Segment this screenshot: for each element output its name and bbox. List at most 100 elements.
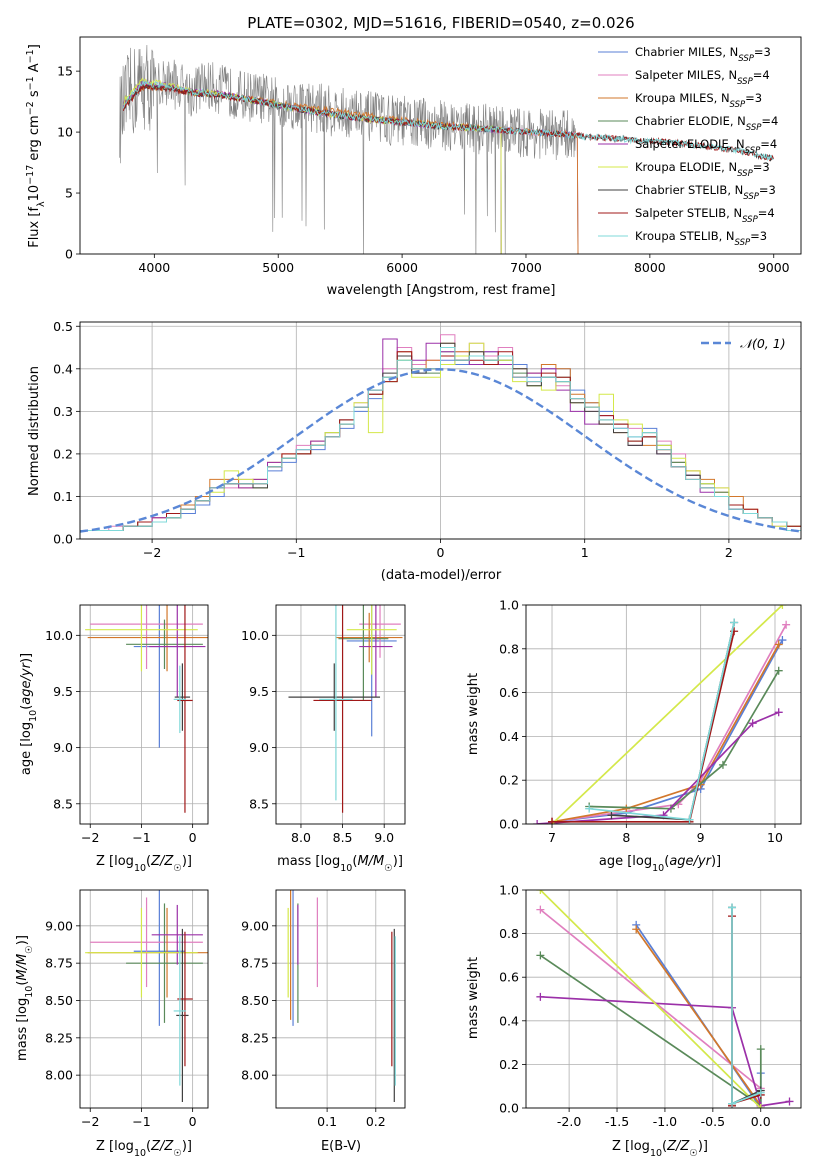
weight-line: [589, 622, 735, 821]
y-tick-label: 0.2: [53, 446, 73, 461]
y-tick-label: 10.0: [45, 628, 73, 643]
x-tick-label: −2: [143, 545, 161, 560]
legend-label: Salpeter STELIB, NSSP=4: [635, 206, 775, 225]
y-tick-label: 0.3: [53, 404, 73, 419]
axes-frame: [275, 889, 406, 1109]
axes-frame: [79, 321, 802, 540]
weight-marker: [607, 811, 616, 820]
weight-marker: [774, 666, 783, 675]
axes-frame: [525, 604, 802, 825]
x-axis-label: age [log10(age/yr)]: [599, 854, 721, 874]
legend-label: Salpeter ELODIE, NSSP=4: [635, 137, 777, 156]
y-tick-label: 8.5: [249, 796, 269, 811]
weight-marker: [756, 1104, 765, 1108]
weight-marker: [730, 618, 739, 627]
y-tick-label: 9.00: [241, 918, 269, 933]
x-axis-label: E(B-V): [321, 1139, 361, 1154]
weight-series: [548, 627, 739, 824]
weight-marker: [536, 951, 545, 960]
error-point: [149, 605, 206, 698]
weight-marker: [536, 905, 545, 914]
y-tick-label: 0.5: [53, 319, 73, 334]
weight-marker: [778, 605, 787, 609]
y-tick-label: 9.0: [53, 740, 73, 755]
y-axis-label: Normed distribution: [27, 366, 42, 496]
weight-line: [731, 907, 762, 1105]
y-axis-label: Flux [fλ10−17 erg cm−2 s−1 A−1]: [25, 44, 47, 248]
weight-line: [537, 711, 780, 824]
y-tick-label: 0.2: [499, 773, 519, 788]
mass-weight-vs-age-panel: 7 8 9 10 0.0 0.2 0.4 0.6 0.8 1.0 mass weight age [l…: [466, 598, 802, 874]
x-tick-label: 9000: [758, 260, 790, 275]
y-axis-label: age [log10(age/yr)]: [19, 653, 39, 775]
error-point: [176, 928, 189, 1103]
y-tick-label: 0: [65, 247, 73, 262]
y-tick-label: 8.00: [45, 1068, 73, 1083]
x-tick-label: 8: [622, 830, 630, 845]
y-tick-label: 1.0: [499, 598, 519, 613]
figure-title: PLATE=0302, MJD=51616, FIBERID=0540, z=0…: [247, 14, 634, 32]
y-axis-label: mass weight: [466, 957, 481, 1039]
normal-legend-label: 𝒩(0, 1): [740, 336, 786, 351]
y-tick-label: 9.5: [249, 684, 269, 699]
y-tick-label: 0.4: [499, 729, 519, 744]
x-tick-label: -2.0: [557, 1114, 581, 1129]
y-tick-label: 10.0: [241, 628, 269, 643]
y-tick-label: 0.0: [53, 532, 73, 547]
weight-marker: [782, 620, 791, 629]
x-tick-label: -1.0: [653, 1114, 677, 1129]
y-tick-label: 9.00: [45, 918, 73, 933]
y-tick-label: 1.0: [499, 883, 519, 898]
y-tick-label: 0.8: [499, 926, 519, 941]
y-tick-label: 9.0: [249, 740, 269, 755]
weight-marker: [748, 719, 757, 728]
normal-curve: [80, 368, 801, 533]
weight-marker: [785, 1097, 794, 1106]
weight-series: [548, 636, 787, 824]
weight-marker: [778, 636, 787, 645]
weight-marker: [774, 708, 783, 717]
x-tick-label: 0: [437, 545, 445, 560]
y-axis-label: mass [log10(M/M☉)]: [15, 935, 35, 1061]
weight-series: [632, 925, 765, 1108]
model-spectrum-line: [122, 79, 774, 162]
y-tick-label: 9.5: [53, 684, 73, 699]
legend-label: Kroupa MILES, NSSP=3: [635, 91, 762, 110]
mass-weight-vs-metallicity-panel: -2.0 -1.5 -1.0 -0.5 0.0 0.0 0.2 0.4 0.6 0.8 1.0 mas…: [466, 883, 802, 1159]
y-tick-label: 8.5: [53, 796, 73, 811]
y-tick-label: 8.25: [45, 1030, 73, 1045]
weight-line: [552, 631, 735, 823]
weight-series: [536, 951, 765, 1108]
plot-area: [80, 334, 801, 539]
y-tick-label: 0.4: [53, 361, 73, 376]
weight-marker: [585, 804, 594, 813]
axes-frame: [79, 36, 802, 255]
weight-marker: [728, 903, 737, 912]
x-tick-label: 0.1: [317, 1114, 337, 1129]
axes-frame: [525, 889, 802, 1109]
age-vs-metallicity-panel: −2 −1 0 8.5 9.0 9.5 10.0 Z [log10(Z/Z☉)] age [lo…: [19, 604, 209, 874]
x-tick-label: 0: [189, 1114, 197, 1129]
x-tick-label: 8000: [634, 260, 666, 275]
weight-marker: [622, 804, 631, 813]
weight-line: [611, 622, 735, 821]
spectrum-panel: 4000 5000 6000 7000 8000 9000 0 5 10 15 wavelength…: [25, 36, 802, 298]
weight-line: [635, 928, 762, 1107]
y-tick-label: 0.8: [499, 641, 519, 656]
x-tick-label: 1: [581, 545, 589, 560]
error-point: [90, 605, 203, 670]
axes-frame: [275, 604, 406, 825]
weight-line: [539, 890, 762, 1108]
plot-area: [85, 890, 208, 1103]
y-tick-label: 0.1: [53, 489, 73, 504]
observed-spectrum-line: [119, 44, 576, 254]
y-tick-label: 0.0: [499, 817, 519, 832]
error-point: [335, 612, 403, 663]
error-point: [90, 897, 203, 988]
y-tick-label: 0.6: [499, 685, 519, 700]
weight-series: [728, 903, 765, 1108]
x-tick-label: 8.0: [291, 830, 311, 845]
x-axis-label: Z [log10(Z/Z☉)]: [96, 1139, 192, 1159]
